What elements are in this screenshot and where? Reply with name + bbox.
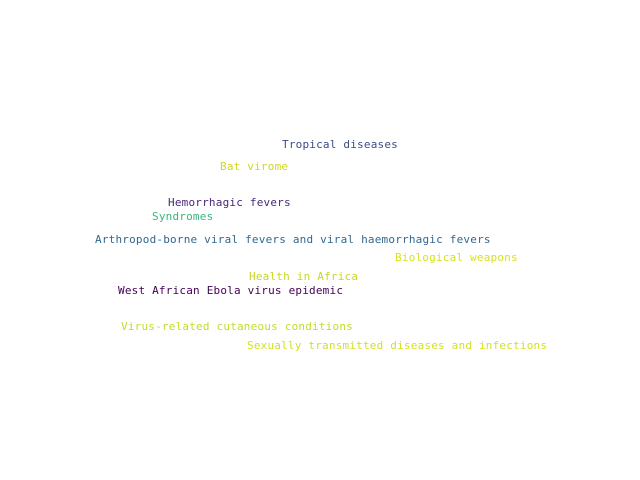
word-hemorrhagic-fevers: Hemorrhagic fevers: [168, 196, 291, 209]
word-virus-related-cutaneous-conditions: Virus-related cutaneous conditions: [121, 320, 353, 333]
word-west-african-ebola-virus-epidemic: West African Ebola virus epidemic: [118, 284, 344, 297]
word-bat-virome: Bat virome: [220, 160, 289, 173]
word-syndromes: Syndromes: [152, 210, 214, 223]
word-tropical-diseases: Tropical diseases: [282, 138, 398, 151]
word-sexually-transmitted-diseases: Sexually transmitted diseases and infect…: [247, 339, 548, 352]
word-health-in-africa: Health in Africa: [249, 270, 359, 283]
word-arthropod-borne-viral-fevers: Arthropod-borne viral fevers and viral h…: [95, 233, 491, 246]
word-biological-weapons: Biological weapons: [395, 251, 518, 264]
